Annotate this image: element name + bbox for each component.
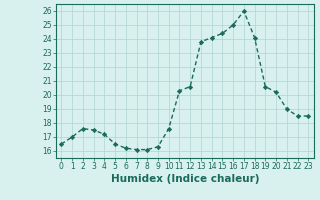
X-axis label: Humidex (Indice chaleur): Humidex (Indice chaleur) <box>110 174 259 184</box>
